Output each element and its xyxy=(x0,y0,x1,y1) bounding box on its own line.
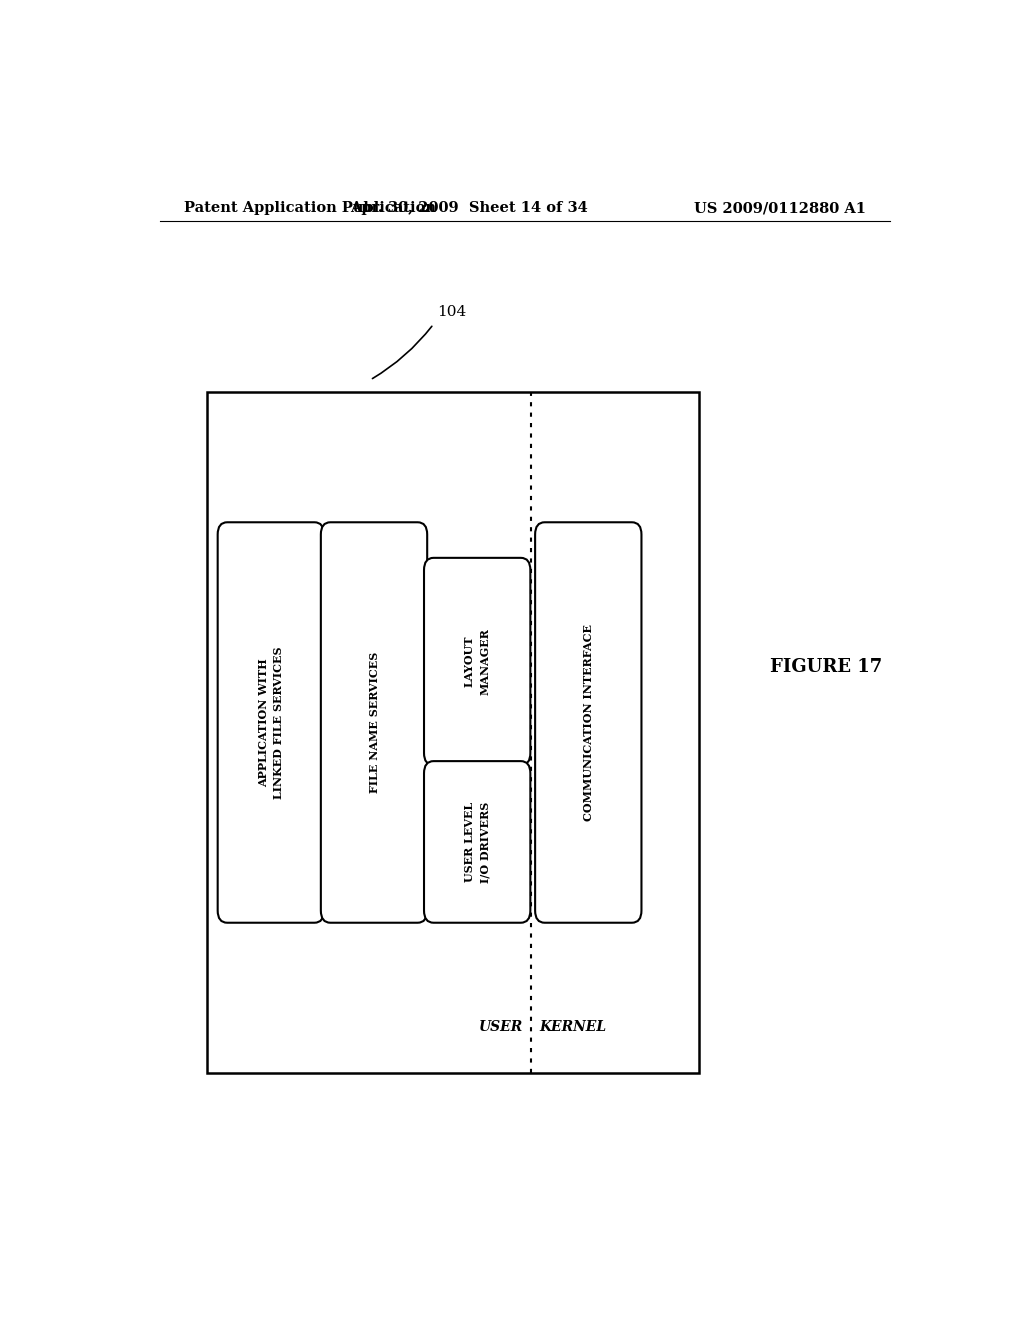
Text: USER LEVEL
I/O DRIVERS: USER LEVEL I/O DRIVERS xyxy=(464,801,490,883)
Text: KERNEL: KERNEL xyxy=(539,1020,606,1035)
FancyBboxPatch shape xyxy=(536,523,641,923)
Text: USER: USER xyxy=(479,1020,523,1035)
Text: 104: 104 xyxy=(437,305,467,319)
Text: LAYOUT
MANAGER: LAYOUT MANAGER xyxy=(464,628,490,694)
FancyBboxPatch shape xyxy=(424,762,530,923)
FancyBboxPatch shape xyxy=(218,523,324,923)
Text: COMMUNICATION INTERFACE: COMMUNICATION INTERFACE xyxy=(583,624,594,821)
FancyBboxPatch shape xyxy=(424,558,530,766)
Text: Apr. 30, 2009  Sheet 14 of 34: Apr. 30, 2009 Sheet 14 of 34 xyxy=(350,201,588,215)
Text: FIGURE 17: FIGURE 17 xyxy=(770,657,883,676)
Text: Patent Application Publication: Patent Application Publication xyxy=(183,201,435,215)
FancyBboxPatch shape xyxy=(321,523,427,923)
Text: US 2009/0112880 A1: US 2009/0112880 A1 xyxy=(694,201,866,215)
FancyBboxPatch shape xyxy=(207,392,699,1073)
Text: APPLICATION WITH
LINKED FILE SERVICES: APPLICATION WITH LINKED FILE SERVICES xyxy=(258,647,284,799)
Text: FILE NAME SERVICES: FILE NAME SERVICES xyxy=(369,652,380,793)
